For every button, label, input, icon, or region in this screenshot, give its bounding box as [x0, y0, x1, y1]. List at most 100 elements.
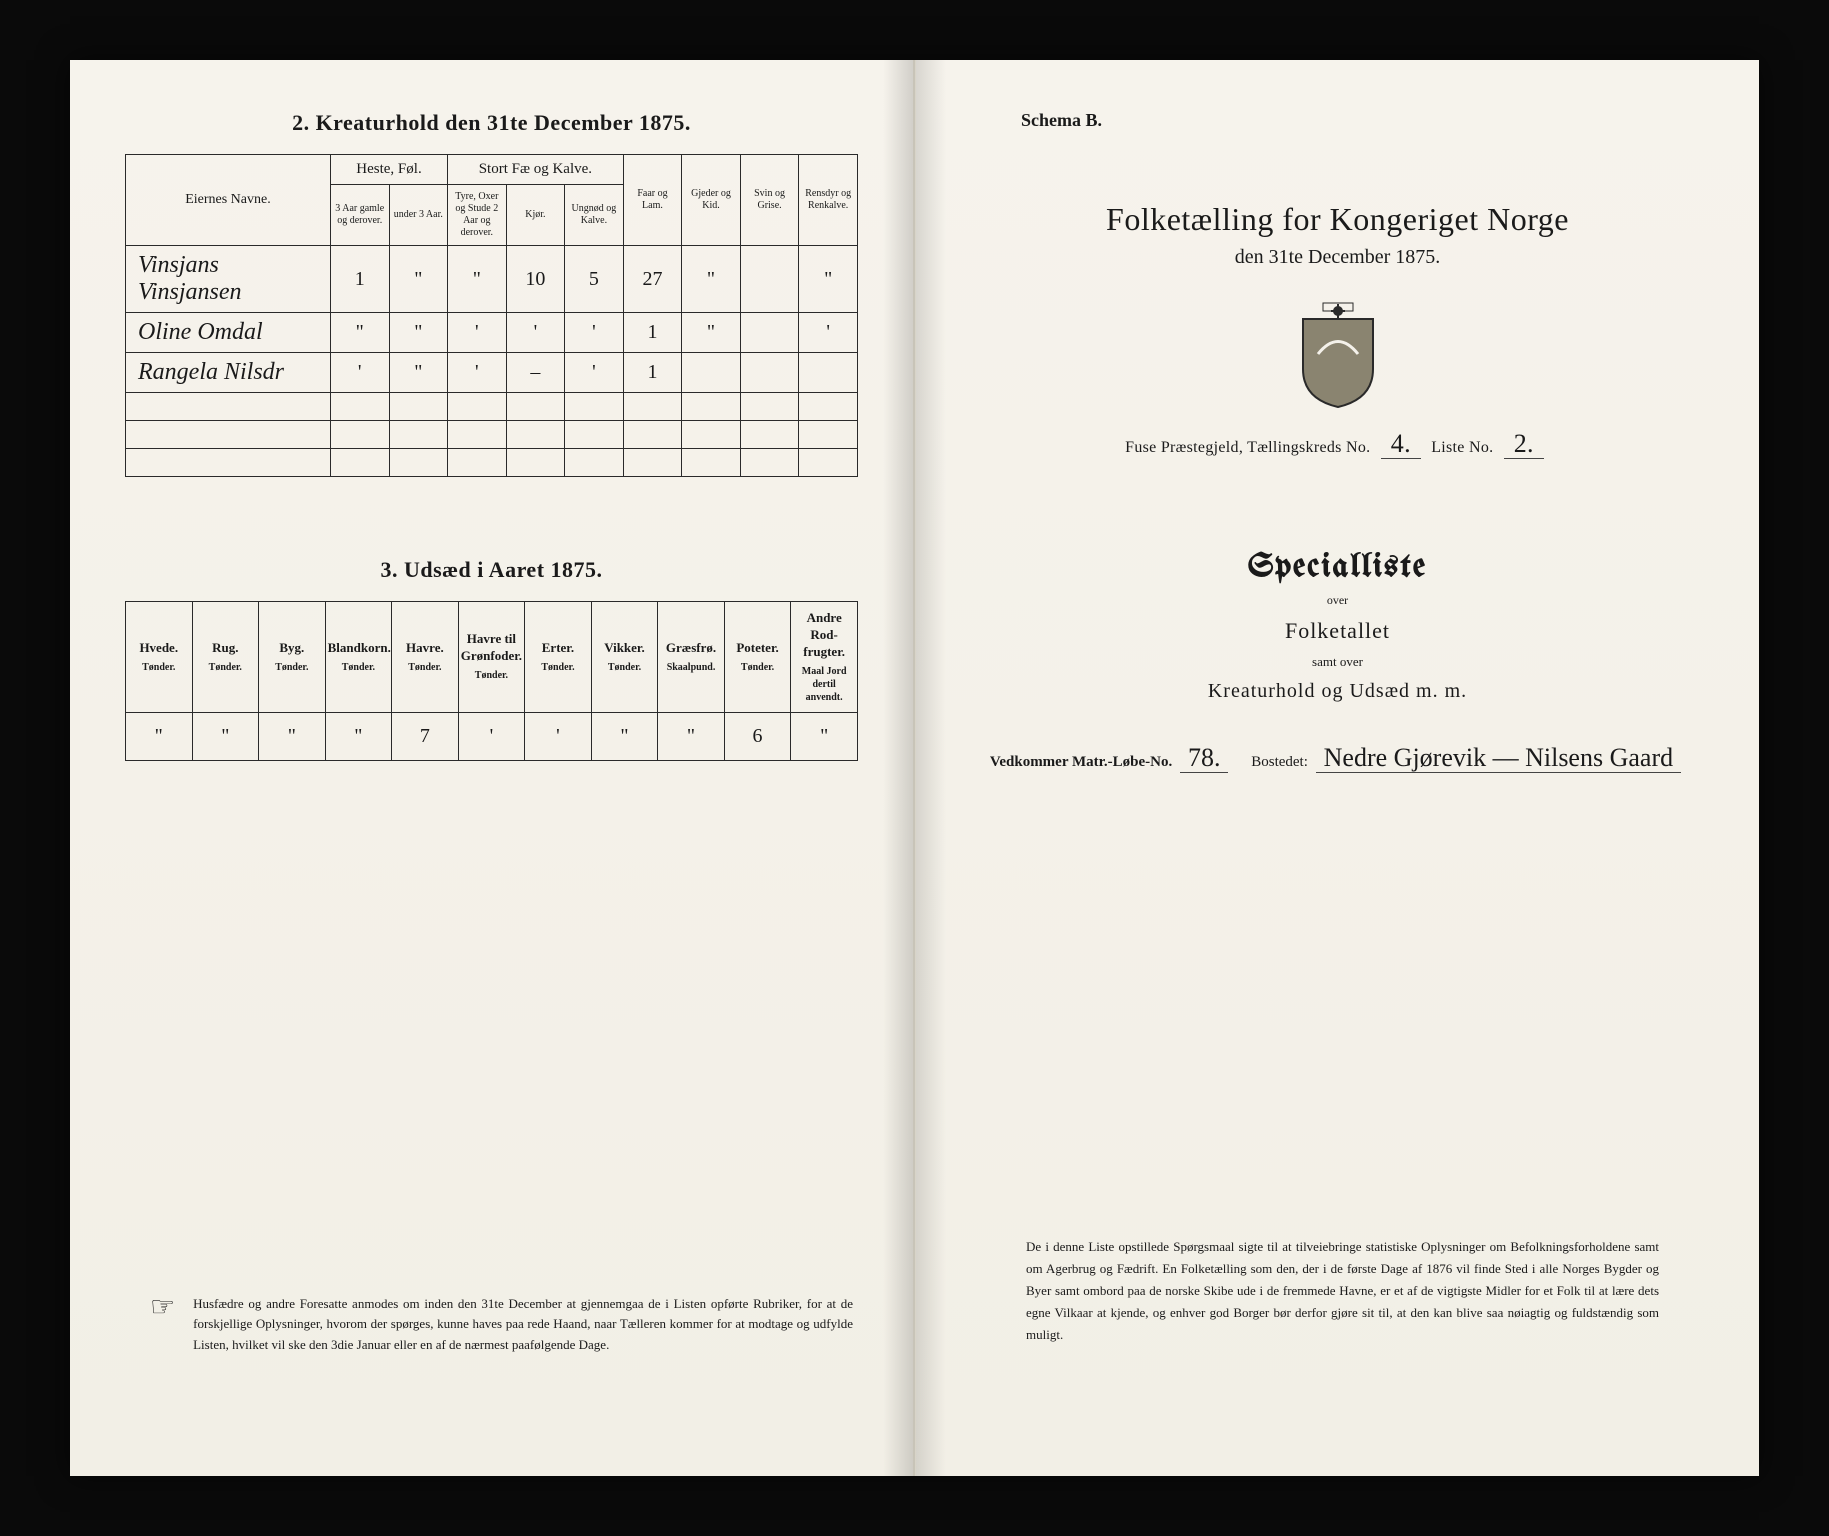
col-svin: Svin og Grise.	[740, 155, 799, 246]
empty-cell	[623, 449, 682, 477]
cell-value	[740, 353, 799, 393]
cell-value: 1	[623, 353, 682, 393]
udsaed-value: '	[458, 712, 525, 760]
udsaed-table: Hvede.Tønder.Rug.Tønder.Byg.Tønder.Bland…	[125, 601, 858, 761]
cell-value	[740, 246, 799, 313]
liste-no: 2.	[1504, 429, 1544, 459]
schema-label: Schema B.	[1021, 110, 1704, 131]
empty-cell	[389, 449, 448, 477]
udsaed-value: 7	[392, 712, 459, 760]
cell-value: '	[565, 353, 624, 393]
empty-cell	[623, 393, 682, 421]
col-stort1: Tyre, Oxer og Stude 2 Aar og derover.	[448, 185, 507, 246]
cell-value	[740, 313, 799, 353]
cell-value: "	[330, 313, 389, 353]
left-footnote: ☞ Husfædre og andre Foresatte anmodes om…	[150, 1294, 853, 1356]
cell-value: '	[448, 353, 507, 393]
udsaed-value: "	[192, 712, 259, 760]
empty-cell	[448, 421, 507, 449]
udsaed-value: "	[259, 712, 326, 760]
empty-cell	[565, 393, 624, 421]
cell-value: 1	[330, 246, 389, 313]
udsaed-value: "	[126, 712, 193, 760]
matr-no: 78.	[1180, 743, 1229, 773]
udsaed-value: 6	[724, 712, 791, 760]
empty-cell	[740, 393, 799, 421]
cell-value: "	[389, 353, 448, 393]
col-heste1: 3 Aar gamle og derover.	[330, 185, 389, 246]
cell-value: '	[799, 313, 858, 353]
empty-cell	[740, 421, 799, 449]
empty-cell	[506, 393, 565, 421]
bostedet-value: Nedre Gjørevik — Nilsens Gaard	[1316, 743, 1681, 773]
empty-cell	[565, 421, 624, 449]
cell-value: "	[389, 313, 448, 353]
cell-value: '	[330, 353, 389, 393]
empty-cell	[799, 449, 858, 477]
col-group-heste: Heste, Føl.	[330, 155, 447, 185]
section3-title: 3. Udsæd i Aaret 1875.	[125, 557, 858, 583]
empty-cell	[506, 449, 565, 477]
udsaed-value: "	[325, 712, 392, 760]
right-page: Schema B. Folketælling for Kongeriget No…	[915, 60, 1759, 1476]
empty-cell	[330, 421, 389, 449]
empty-cell	[565, 449, 624, 477]
kreatur-table: Eiernes Navne. Heste, Føl. Stort Fæ og K…	[125, 154, 858, 477]
table-row: Vinsjans Vinsjansen1""10527""	[126, 246, 858, 313]
empty-cell	[389, 393, 448, 421]
empty-cell	[623, 421, 682, 449]
liste-label: Liste No.	[1431, 439, 1493, 456]
udsaed-value: "	[658, 712, 725, 760]
cell-value: "	[389, 246, 448, 313]
right-footnote: De i denne Liste opstillede Spørgsmaal s…	[1026, 1236, 1659, 1346]
empty-cell	[740, 449, 799, 477]
footnote-text: Husfædre og andre Foresatte anmodes om i…	[193, 1294, 853, 1356]
udsaed-col: Havre til Grønfoder.Tønder.	[458, 602, 525, 713]
col-stort3: Ungnød og Kalve.	[565, 185, 624, 246]
cell-value: "	[682, 313, 741, 353]
empty-cell	[682, 421, 741, 449]
col-owner: Eiernes Navne.	[126, 155, 331, 246]
udsaed-value: "	[591, 712, 658, 760]
empty-cell	[126, 449, 331, 477]
cell-value: "	[682, 246, 741, 313]
over-label: over	[971, 593, 1704, 608]
pointing-hand-icon: ☞	[150, 1294, 175, 1322]
col-stort2: Kjør.	[506, 185, 565, 246]
table-row	[126, 421, 858, 449]
census-title: Folketælling for Kongeriget Norge	[971, 201, 1704, 238]
empty-cell	[126, 393, 331, 421]
udsaed-col: Blandkorn.Tønder.	[325, 602, 392, 713]
udsaed-col: Havre.Tønder.	[392, 602, 459, 713]
document-spread: 2. Kreaturhold den 31te December 1875. E…	[70, 60, 1759, 1476]
bostedet-label: Bostedet:	[1251, 754, 1308, 770]
cell-value: "	[799, 246, 858, 313]
empty-cell	[448, 449, 507, 477]
udsaed-value: "	[791, 712, 858, 760]
udsaed-value: '	[525, 712, 592, 760]
folketallet-heading: Folketallet	[971, 618, 1704, 644]
kreds-no: 4.	[1381, 429, 1421, 459]
left-page: 2. Kreaturhold den 31te December 1875. E…	[70, 60, 915, 1476]
udsaed-col: Vikker.Tønder.	[591, 602, 658, 713]
udsaed-col: Erter.Tønder.	[525, 602, 592, 713]
empty-cell	[330, 393, 389, 421]
vedk-label: Vedkommer Matr.-Løbe-No.	[990, 754, 1172, 770]
empty-cell	[506, 421, 565, 449]
udsaed-col: Græsfrø.Skaalpund.	[658, 602, 725, 713]
empty-cell	[799, 421, 858, 449]
udsaed-col: Rug.Tønder.	[192, 602, 259, 713]
udsaed-col: Poteter.Tønder.	[724, 602, 791, 713]
empty-cell	[799, 393, 858, 421]
col-group-stort: Stort Fæ og Kalve.	[448, 155, 624, 185]
cell-value: 1	[623, 313, 682, 353]
table-row	[126, 449, 858, 477]
census-date: den 31te December 1875.	[971, 246, 1704, 269]
empty-cell	[126, 421, 331, 449]
cell-value: 10	[506, 246, 565, 313]
bostedet-line: Vedkommer Matr.-Løbe-No. 78. Bostedet: N…	[971, 743, 1704, 773]
owner-name: Rangela Nilsdr	[126, 353, 331, 393]
cell-value	[799, 353, 858, 393]
samtover-label: samt over	[971, 654, 1704, 670]
empty-cell	[330, 449, 389, 477]
